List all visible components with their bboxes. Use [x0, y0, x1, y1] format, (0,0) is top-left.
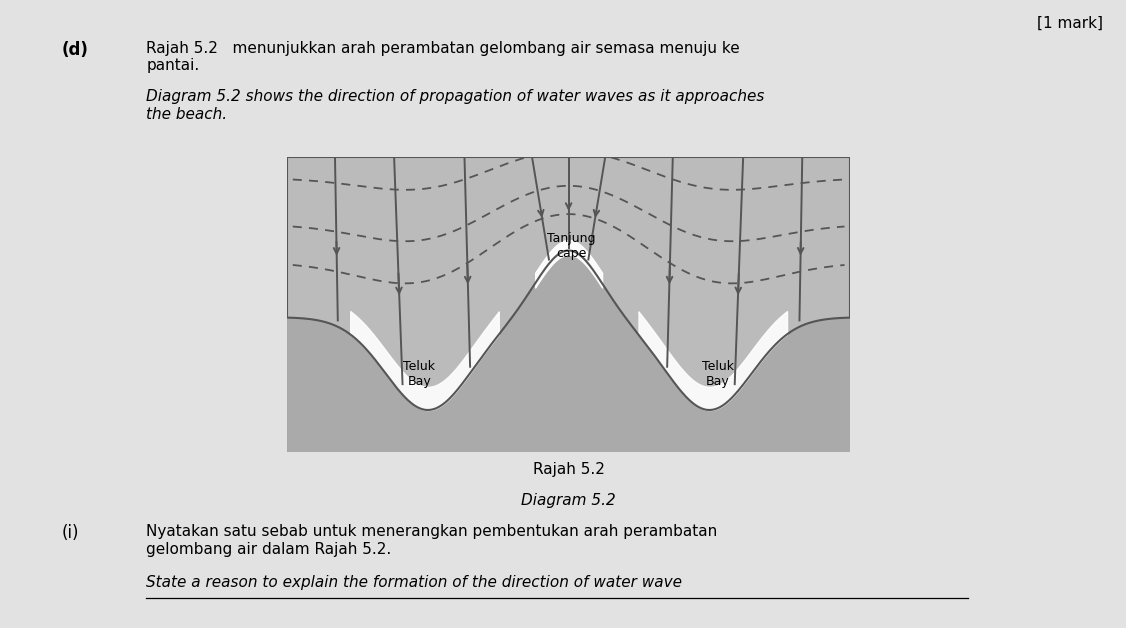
Text: (i): (i) — [62, 524, 80, 543]
Polygon shape — [287, 251, 850, 452]
Text: Teluk
Bay: Teluk Bay — [701, 360, 734, 388]
Text: Teluk
Bay: Teluk Bay — [403, 360, 436, 388]
Text: Diagram 5.2 shows the direction of propagation of water waves as it approaches
t: Diagram 5.2 shows the direction of propa… — [146, 89, 765, 122]
Text: Rajah 5.2: Rajah 5.2 — [533, 462, 605, 477]
Text: Rajah 5.2   menunjukkan arah perambatan gelombang air semasa menuju ke
pantai.: Rajah 5.2 menunjukkan arah perambatan ge… — [146, 41, 740, 73]
Text: [1 mark]: [1 mark] — [1037, 16, 1103, 31]
Text: Diagram 5.2: Diagram 5.2 — [521, 493, 616, 508]
Text: Nyatakan satu sebab untuk menerangkan pembentukan arah perambatan
gelombang air : Nyatakan satu sebab untuk menerangkan pe… — [146, 524, 717, 557]
Text: State a reason to explain the formation of the direction of water wave: State a reason to explain the formation … — [146, 575, 682, 590]
Text: Tanjung
cape: Tanjung cape — [547, 232, 596, 260]
Text: (d): (d) — [62, 41, 89, 59]
